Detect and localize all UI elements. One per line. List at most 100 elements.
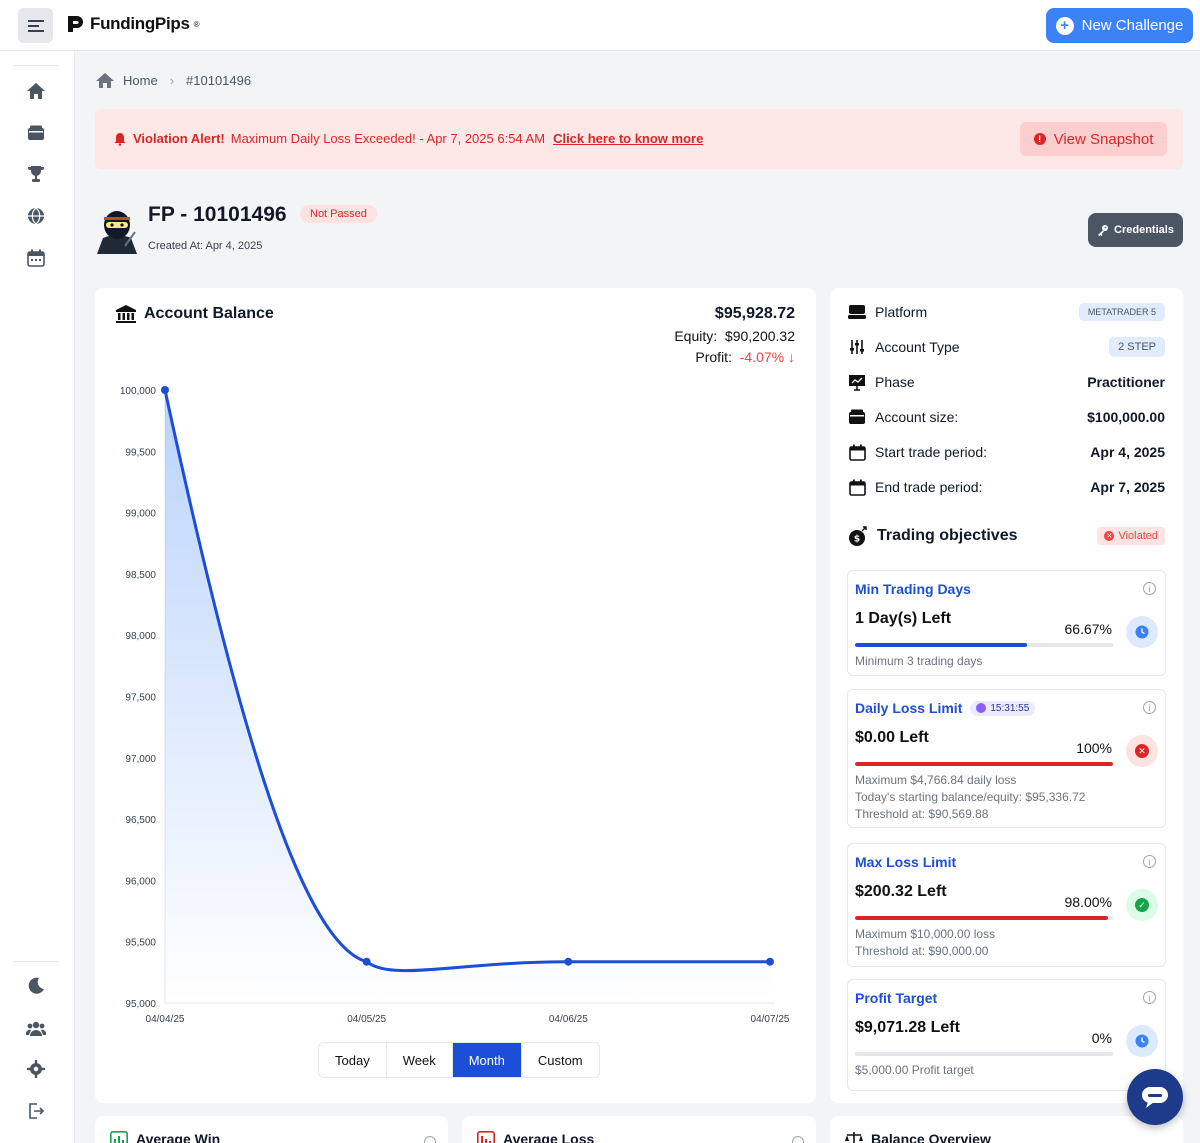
sidebar-item-settings[interactable] xyxy=(24,1057,48,1081)
objective-max-loss-limit: Max Loss Limit i $200.32 Left 98.00% Maximum… xyxy=(847,843,1166,967)
presentation-icon xyxy=(848,373,866,391)
average-loss-card: Average Loss xyxy=(462,1116,816,1143)
end-period-label: End trade period: xyxy=(875,479,983,495)
logo-mark-icon xyxy=(68,16,83,32)
sidebar-item-globe[interactable] xyxy=(24,204,48,228)
trophy-icon xyxy=(28,166,44,182)
balance-area-fill xyxy=(165,390,770,1003)
phase-label: Phase xyxy=(875,374,915,390)
violation-alert-banner: Violation Alert! Maximum Daily Loss Exce… xyxy=(95,109,1183,169)
logout-button[interactable] xyxy=(24,1099,48,1123)
objective-name-text: Max Loss Limit xyxy=(855,854,957,870)
sidebar-item-accounts[interactable] xyxy=(24,121,48,145)
account-title: FP - 10101496 xyxy=(148,203,287,226)
menu-icon xyxy=(27,19,44,32)
info-icon[interactable] xyxy=(792,1136,804,1143)
objective-name-text: Daily Loss Limit xyxy=(855,700,963,716)
account-info-card: Platform METATRADER 5 Account Type 2 STE… xyxy=(830,288,1183,1103)
breadcrumb-home-link[interactable]: Home xyxy=(123,73,158,88)
users-icon xyxy=(26,1021,46,1036)
y-tick-label: 95,500 xyxy=(125,938,156,949)
sidebar-item-calendar[interactable] xyxy=(24,246,48,270)
alert-message: Maximum Daily Loss Exceeded! - Apr 7, 20… xyxy=(230,131,546,146)
objective-progress-bar xyxy=(855,762,1113,766)
countdown-timer: 15:31:55 xyxy=(970,700,1036,716)
sidebar-item-home[interactable] xyxy=(24,79,48,103)
objective-name: Min Trading Days xyxy=(855,581,971,597)
bell-icon xyxy=(114,132,126,146)
wallet-icon xyxy=(848,408,866,426)
support-chat-button[interactable] xyxy=(1127,1069,1183,1125)
x-tick-label: 04/04/25 xyxy=(146,1014,185,1025)
credentials-button[interactable]: Credentials xyxy=(1088,213,1183,247)
info-icon[interactable]: i xyxy=(1143,991,1156,1004)
breadcrumb: Home › #10101496 xyxy=(95,72,251,89)
end-period-row: End trade period: Apr 7, 2025 xyxy=(848,478,1165,496)
objective-notes: Maximum $10,000.00 loss Threshold at: $90… xyxy=(855,926,995,960)
objective-notes: Maximum $4,766.84 daily loss Today's star… xyxy=(855,772,1085,823)
sliders-icon xyxy=(848,338,866,356)
info-icon[interactable]: i xyxy=(1143,582,1156,595)
timer-value: 15:31:55 xyxy=(990,702,1030,714)
objective-profit-target: Profit Target i $9,071.28 Left 0% $5,000.00 … xyxy=(847,979,1166,1091)
objective-name-text: Profit Target xyxy=(855,990,938,1006)
data-point[interactable] xyxy=(362,957,371,966)
home-icon xyxy=(96,73,114,88)
x-circle-icon: ✕ xyxy=(1104,531,1115,541)
globe-icon xyxy=(28,207,44,225)
view-snapshot-button[interactable]: ! View Snapshot xyxy=(1020,122,1167,156)
new-challenge-button[interactable]: + New Challenge xyxy=(1046,8,1193,43)
timer-icon xyxy=(976,703,987,713)
average-loss-header: Average Loss xyxy=(477,1131,594,1143)
range-tab-today[interactable]: Today xyxy=(319,1043,387,1077)
y-tick-label: 98,500 xyxy=(125,570,156,581)
y-tick-label: 96,500 xyxy=(125,815,156,826)
bar-chart-icon xyxy=(110,1131,128,1143)
status-badge: Not Passed xyxy=(300,205,377,223)
objective-remaining: $200.32 Left xyxy=(855,883,947,900)
account-type-badge: 2 STEP xyxy=(1109,337,1165,357)
trading-objectives-header: $ Trading objectives ✕ Violated xyxy=(848,526,1165,546)
range-tab-week[interactable]: Week xyxy=(386,1043,453,1077)
brand-logo[interactable]: FundingPips ® xyxy=(66,14,200,34)
y-tick-label: 98,000 xyxy=(125,631,156,642)
new-challenge-label: New Challenge xyxy=(1081,17,1184,34)
info-icon[interactable]: i xyxy=(1143,855,1156,868)
sidebar-divider xyxy=(14,65,58,66)
objective-name: Daily Loss Limit 15:31:55 xyxy=(855,700,1036,716)
bank-icon xyxy=(116,305,136,323)
platform-label: Platform xyxy=(875,304,928,320)
equity-label: Equity: xyxy=(674,328,718,344)
money-bag-icon: $ xyxy=(848,526,868,546)
phase-row: Phase Practitioner xyxy=(848,373,1165,391)
alert-learn-more-link[interactable]: Click here to know more xyxy=(553,131,704,146)
data-point[interactable] xyxy=(766,957,774,966)
objective-note: $5,000.00 Profit target xyxy=(855,1063,974,1077)
objective-note: Threshold at: $90,569.88 xyxy=(855,807,989,821)
sidebar-divider xyxy=(14,961,58,962)
objective-name-text: Min Trading Days xyxy=(855,581,971,597)
calendar-icon xyxy=(848,478,866,496)
objective-progress-bar xyxy=(855,1052,1113,1056)
menu-toggle-button[interactable] xyxy=(18,8,53,43)
range-tab-custom[interactable]: Custom xyxy=(521,1043,599,1077)
sidebar-item-competitions[interactable] xyxy=(24,162,48,186)
scale-icon xyxy=(845,1132,863,1143)
data-point[interactable] xyxy=(161,386,169,394)
calendar-icon xyxy=(848,443,866,461)
platform-badge: METATRADER 5 xyxy=(1078,303,1165,321)
end-period-value: Apr 7, 2025 xyxy=(1090,479,1165,495)
objective-percent: 0% xyxy=(1091,1030,1112,1046)
objective-percent: 98.00% xyxy=(1064,894,1112,910)
dark-mode-toggle[interactable] xyxy=(24,974,48,998)
data-point[interactable] xyxy=(564,957,573,966)
range-tab-month[interactable]: Month xyxy=(452,1043,522,1077)
objective-percent: 66.67% xyxy=(1064,621,1112,637)
objective-name: Profit Target xyxy=(855,990,937,1006)
view-snapshot-label: View Snapshot xyxy=(1053,130,1154,148)
balance-overview-header: Balance Overview xyxy=(845,1131,991,1143)
info-icon[interactable] xyxy=(424,1136,436,1143)
info-icon[interactable]: i xyxy=(1143,701,1156,714)
sidebar-item-community[interactable] xyxy=(24,1016,48,1040)
objective-progress-fill xyxy=(855,762,1113,766)
